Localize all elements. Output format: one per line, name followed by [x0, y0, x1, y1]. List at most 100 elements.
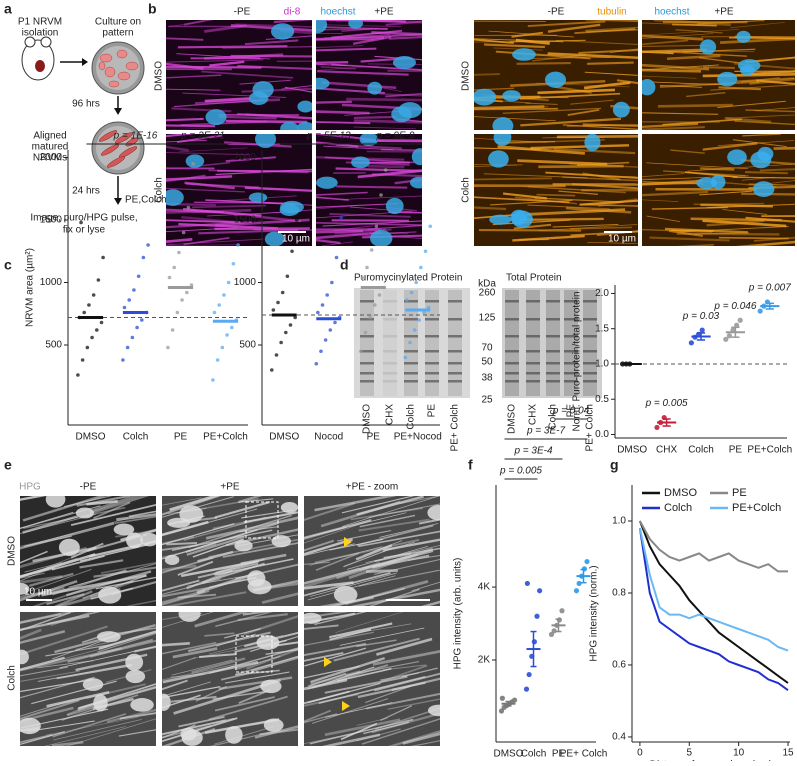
- panel-label: f: [468, 457, 473, 473]
- fiber: [745, 172, 788, 173]
- data-point: [365, 266, 369, 270]
- y-tick-label: 2000: [40, 152, 63, 163]
- nucleus: [46, 491, 66, 508]
- legend-label: DMSO: [664, 487, 697, 499]
- band: [546, 335, 560, 338]
- nucleus: [14, 650, 29, 665]
- data-point: [689, 340, 694, 345]
- band: [526, 335, 540, 338]
- kda-label: 260: [479, 288, 496, 299]
- fiber: [703, 67, 735, 68]
- fiber: [517, 63, 571, 64]
- p-value: p = 0.007: [748, 283, 791, 294]
- fiber: [774, 148, 797, 149]
- row-label: Colch: [154, 177, 165, 203]
- scale-label: 10 µm: [24, 587, 52, 598]
- data-point: [408, 341, 412, 345]
- nucleus: [512, 48, 536, 61]
- band: [583, 350, 597, 353]
- scale-label: 10 µm: [608, 234, 636, 245]
- p-value: p = 5E-13: [306, 131, 351, 142]
- step-text: 96 hrs: [72, 99, 100, 110]
- data-point: [86, 346, 90, 350]
- data-point: [213, 311, 217, 315]
- lane-label: DMSO: [362, 404, 373, 434]
- blot-title: Total Protein: [506, 273, 562, 284]
- band: [505, 380, 519, 383]
- nucleus: [256, 635, 279, 650]
- fiber: [557, 136, 649, 137]
- nucleus: [348, 18, 363, 29]
- nucleus: [386, 198, 404, 214]
- data-point: [90, 336, 94, 340]
- data-point: [216, 358, 220, 362]
- stain-label: di-8: [284, 7, 301, 18]
- fiber: [587, 63, 634, 64]
- band: [425, 318, 439, 321]
- y-tick-label: 1.0: [595, 359, 609, 370]
- y-tick-label: 0.6: [612, 660, 626, 671]
- step-text: pattern: [102, 28, 133, 39]
- data-point: [275, 353, 279, 357]
- band: [425, 362, 439, 365]
- data-point: [359, 349, 363, 353]
- data-point: [424, 249, 428, 253]
- data-point: [276, 301, 280, 305]
- band: [360, 300, 374, 303]
- stain-label: tubulin: [597, 7, 626, 18]
- x-tick-label: 10: [733, 748, 745, 759]
- nucleus: [472, 89, 496, 106]
- fiber: [479, 230, 581, 231]
- y-tick-label: 2K: [478, 655, 491, 666]
- data-point: [373, 303, 377, 307]
- row-label: Colch: [461, 177, 472, 203]
- nucleus: [206, 109, 227, 125]
- schematic: [22, 37, 144, 205]
- band: [583, 335, 597, 338]
- nucleus: [182, 730, 203, 746]
- band: [448, 335, 462, 338]
- x-tick-label: 0: [637, 748, 643, 759]
- data-point: [574, 588, 579, 593]
- y-axis-label: HPG intensity (norm.): [589, 565, 600, 661]
- scale-label: 10 µm: [282, 234, 310, 245]
- nucleus: [249, 192, 267, 202]
- p-value: p = 3E-4: [513, 446, 553, 457]
- data-point: [527, 672, 532, 677]
- column-label: +PE: [374, 7, 394, 18]
- nucleus: [247, 570, 265, 586]
- x-tick-label: PE+Nocod: [394, 432, 442, 443]
- column-label: -PE: [548, 7, 565, 18]
- column-label: -PE: [80, 482, 97, 493]
- band: [383, 362, 397, 365]
- data-point: [123, 306, 127, 310]
- y-tick-label: 1000: [40, 277, 63, 288]
- y-tick-label: 4K: [478, 582, 491, 593]
- p-value: p = 1E-16: [113, 131, 158, 142]
- band: [583, 372, 597, 375]
- data-point: [290, 249, 294, 253]
- x-tick-label: PE: [729, 445, 743, 456]
- data-point: [127, 298, 131, 302]
- nucleus: [125, 654, 143, 671]
- fiber: [336, 186, 407, 187]
- data-point: [232, 262, 236, 266]
- band: [404, 372, 418, 375]
- step-text: fix or lyse: [63, 225, 106, 236]
- data-point: [325, 293, 329, 297]
- nucleus: [736, 31, 750, 43]
- data-point: [222, 293, 226, 297]
- nucleus: [83, 678, 104, 691]
- band: [505, 350, 519, 353]
- fiber: [368, 166, 404, 167]
- step-text: matured: [32, 142, 69, 153]
- step-text: 24 hrs: [72, 186, 100, 197]
- fiber: [387, 71, 453, 72]
- band: [526, 372, 540, 375]
- x-tick-label: Colch: [521, 749, 547, 760]
- nucleus: [494, 129, 512, 146]
- nucleus: [316, 177, 338, 189]
- band: [360, 318, 374, 321]
- nucleus: [370, 230, 392, 247]
